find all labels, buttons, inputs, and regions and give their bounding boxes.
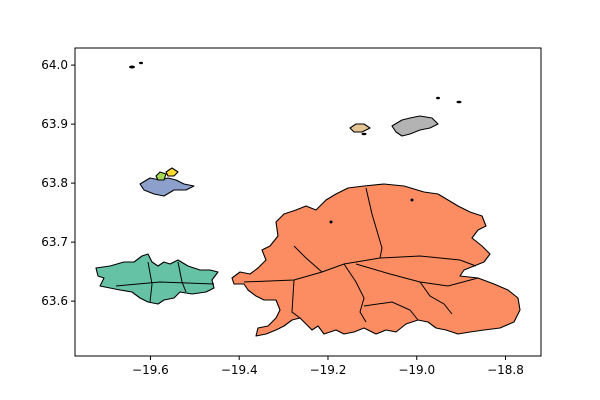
x-tick-label: −19.6 (132, 363, 169, 377)
region-border (243, 255, 477, 283)
region-large-east (231, 183, 521, 337)
y-tick-label: 63.7 (41, 235, 68, 249)
region-border (293, 245, 323, 273)
island (129, 65, 135, 69)
region-border (291, 279, 301, 319)
island (361, 132, 367, 136)
island (329, 220, 333, 224)
region-border (115, 281, 215, 287)
region-small-green (155, 171, 167, 181)
plot-frame (74, 47, 542, 357)
island (139, 61, 143, 65)
region-border (177, 261, 187, 293)
region-border (365, 187, 383, 259)
region-border (147, 261, 153, 303)
region-border (363, 301, 419, 321)
region-north-tan (349, 123, 371, 133)
island (436, 96, 440, 100)
y-tick-label: 63.9 (41, 117, 68, 131)
island (410, 198, 414, 202)
x-tick-label: −19.4 (221, 363, 258, 377)
x-tick-label: −18.8 (487, 363, 524, 377)
x-axis: −19.6 −19.4 −19.2 −19.0 −18.8 (132, 356, 524, 377)
y-tick-label: 64.0 (41, 58, 68, 72)
x-tick-label: −19.2 (310, 363, 347, 377)
x-tick-label: −19.0 (398, 363, 435, 377)
region-small-yellow (165, 167, 179, 177)
y-tick-label: 63.6 (41, 294, 68, 308)
region-border (419, 281, 453, 315)
y-tick-label: 63.8 (41, 176, 68, 190)
region-northeast-gray (391, 115, 439, 137)
island (456, 100, 462, 104)
region-border (343, 263, 367, 323)
y-axis: 63.6 63.7 63.8 63.9 64.0 (41, 58, 75, 308)
